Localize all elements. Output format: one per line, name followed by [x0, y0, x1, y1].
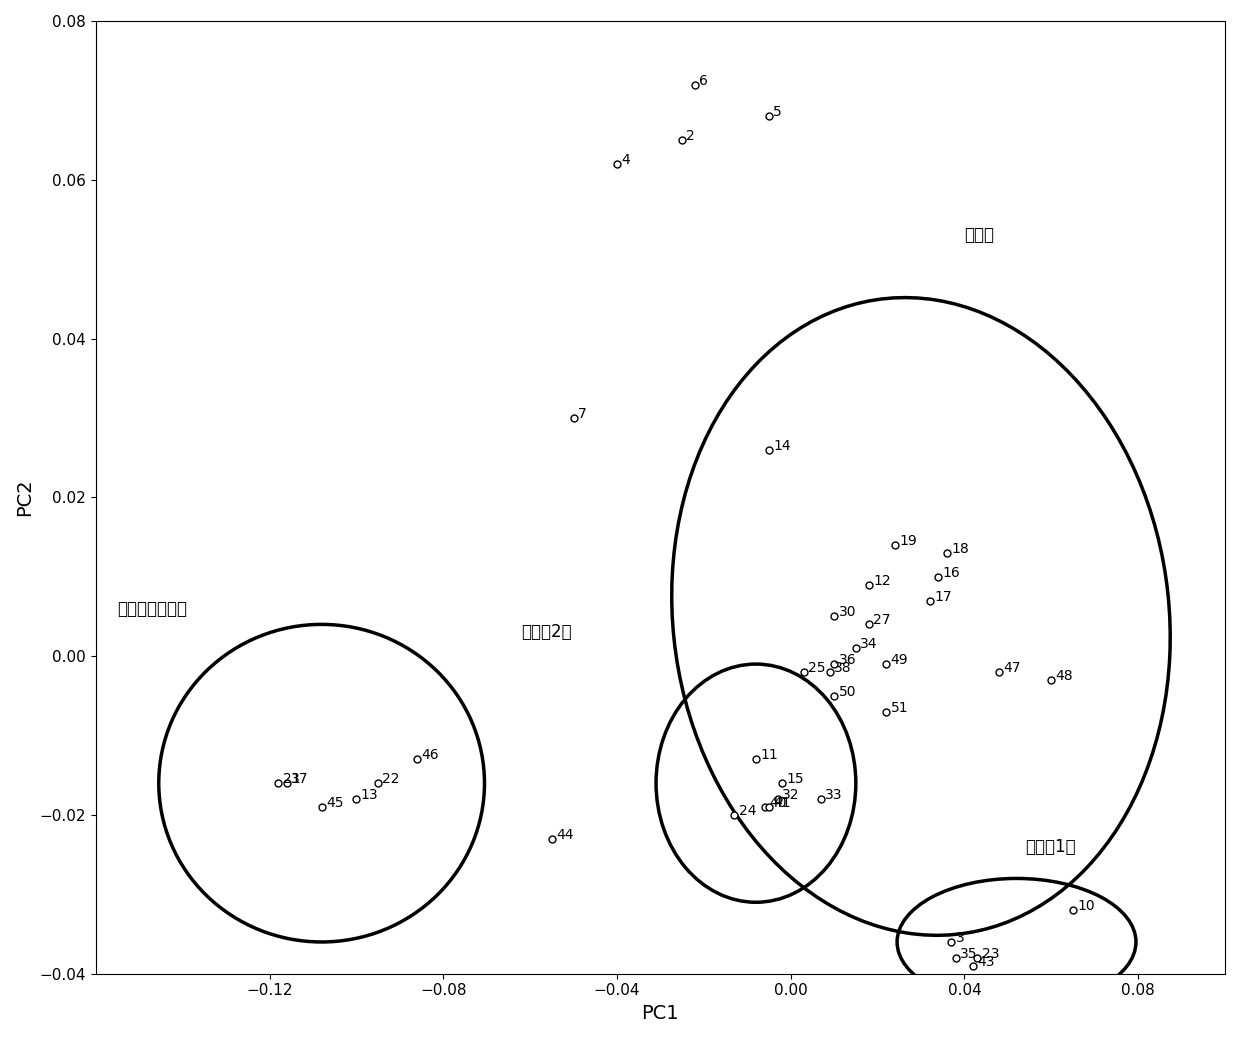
Text: 4: 4: [621, 153, 630, 167]
Text: 15: 15: [786, 772, 804, 786]
Text: 21: 21: [283, 772, 300, 786]
Text: 45: 45: [326, 796, 343, 810]
Text: 19: 19: [899, 534, 918, 548]
Text: 奶厅附近收集池: 奶厅附近收集池: [118, 600, 187, 618]
Text: 35: 35: [960, 947, 977, 961]
Text: 41: 41: [774, 796, 791, 810]
Text: 25: 25: [808, 661, 826, 675]
Text: 7: 7: [578, 407, 587, 421]
Text: 30: 30: [838, 605, 856, 620]
Text: 22: 22: [382, 772, 401, 786]
Text: 47: 47: [1003, 661, 1021, 675]
Text: 37: 37: [291, 772, 309, 786]
Text: 49: 49: [890, 653, 908, 667]
Text: 48: 48: [1055, 670, 1074, 683]
Text: 40: 40: [769, 796, 786, 810]
Text: 38: 38: [835, 661, 852, 675]
Text: 36: 36: [838, 653, 856, 667]
Text: 44: 44: [557, 827, 574, 842]
Text: 氧化塘1号: 氧化塘1号: [1025, 838, 1076, 855]
Text: 27: 27: [873, 613, 890, 627]
Text: 12: 12: [873, 574, 890, 588]
Text: 2: 2: [687, 129, 696, 143]
Y-axis label: PC2: PC2: [15, 479, 33, 516]
Text: 5: 5: [774, 105, 782, 119]
Text: 集污池: 集污池: [965, 226, 994, 244]
Text: 46: 46: [422, 748, 439, 762]
Text: 6: 6: [699, 74, 708, 87]
Text: 33: 33: [826, 788, 843, 802]
Text: 3: 3: [956, 931, 965, 945]
Text: 24: 24: [739, 804, 756, 818]
Text: 氧化塘2号: 氧化塘2号: [521, 624, 572, 641]
Text: 11: 11: [760, 748, 777, 762]
Text: 18: 18: [951, 542, 970, 556]
X-axis label: PC1: PC1: [641, 1004, 680, 1023]
Text: 43: 43: [977, 955, 994, 968]
Text: 10: 10: [1078, 899, 1095, 913]
Text: 34: 34: [861, 637, 878, 651]
Text: 32: 32: [782, 788, 800, 802]
Text: 16: 16: [942, 566, 961, 580]
Text: 51: 51: [890, 701, 908, 715]
Text: 14: 14: [774, 439, 791, 453]
Text: 23: 23: [982, 947, 999, 961]
Text: 17: 17: [934, 590, 951, 604]
Text: 13: 13: [361, 788, 378, 802]
Text: 50: 50: [838, 685, 856, 699]
